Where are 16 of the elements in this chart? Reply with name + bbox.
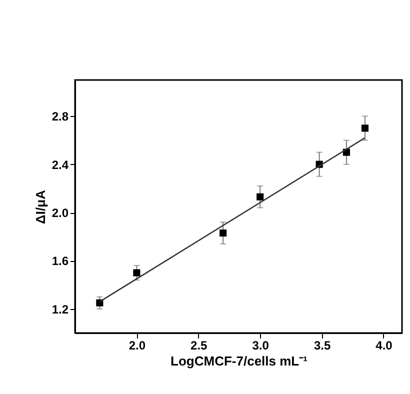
y-tick-label: 1.2 — [52, 302, 69, 316]
y-axis-title: ΔI/μA — [32, 189, 48, 224]
y-tick-label: 2.0 — [52, 206, 69, 220]
point — [361, 124, 369, 132]
x-tick-label: 3.5 — [314, 338, 331, 352]
y-tick-label: 2.4 — [52, 158, 69, 172]
y-tick-label: 1.6 — [52, 254, 69, 268]
x-tick-label: 2.5 — [190, 338, 208, 352]
x-tick-label: 4.0 — [376, 338, 393, 352]
point — [256, 193, 264, 200]
x-tick-label: 2.0 — [128, 338, 146, 352]
point — [220, 229, 227, 237]
x-tick-label: 3.0 — [252, 338, 270, 352]
y-tick-label: 2.8 — [52, 110, 69, 124]
x-axis-title: LogCMCF-7/cells mL⁻¹ — [170, 354, 308, 368]
point — [133, 269, 140, 276]
